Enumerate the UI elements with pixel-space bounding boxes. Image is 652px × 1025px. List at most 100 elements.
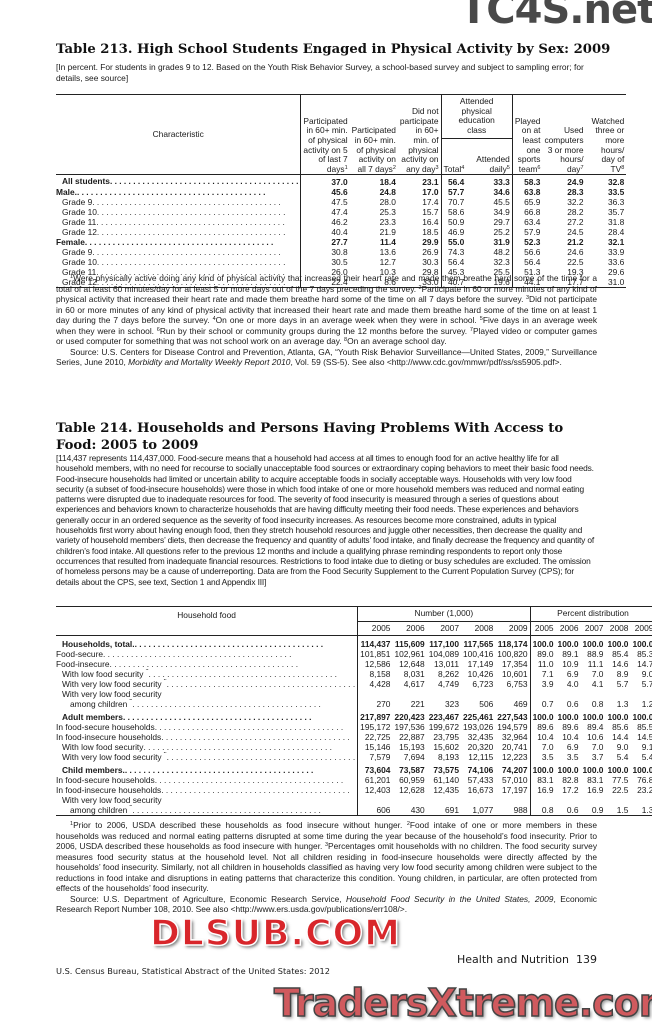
- cell-value: 220,423: [394, 712, 425, 723]
- cell-value: 1.3: [641, 805, 652, 816]
- footnote-number: 5: [479, 316, 483, 322]
- cell-value: 0.8: [541, 805, 554, 816]
- watermark-middle: DLSUB.COM: [149, 913, 401, 954]
- cell-value: 1.3: [616, 699, 629, 710]
- table-214-headnote: [114,437 represents 114,437,000. Food-se…: [56, 453, 595, 587]
- dot-leader: [77, 187, 298, 197]
- table-row: With very low food security among childre…: [56, 689, 652, 710]
- cell-value: 32.8: [607, 177, 625, 188]
- cell-value: 3.5: [566, 752, 579, 763]
- table-214: Household food Number (1,000) Percent di…: [56, 606, 652, 817]
- row-label: Female: [56, 237, 302, 248]
- cell-value: 4,749: [438, 679, 459, 690]
- cell-value: 89.6: [562, 722, 579, 733]
- cell-value: 11.0: [537, 659, 554, 670]
- dot-leader: [155, 722, 355, 732]
- table-213-footnotes: 1Were physically active doing any kind o…: [56, 273, 597, 368]
- cell-value: 7.0: [591, 669, 604, 680]
- cell-value: 33.5: [607, 187, 625, 198]
- dot-leader: [110, 176, 298, 186]
- col-header-household-food: Household food: [56, 606, 359, 637]
- cell-value: 0.7: [541, 699, 554, 710]
- cell-value: 194,579: [495, 722, 531, 733]
- cell-value: 28.0: [379, 197, 396, 208]
- cell-value: 33.3: [466, 174, 513, 188]
- row-label: Adult members: [56, 709, 359, 723]
- dot-leader: [110, 659, 356, 669]
- cell-value: 22,725: [364, 732, 391, 743]
- table-row: With low food security 15,146 15,193 15,602…: [56, 742, 652, 753]
- cell-value: 25.3: [379, 207, 396, 218]
- cell-value: 10.3: [379, 267, 396, 278]
- cell-value: 23.2: [637, 785, 652, 796]
- cell-value: 35.7: [607, 207, 625, 218]
- cell-value: 61,140: [433, 775, 459, 786]
- cell-value: 7.0: [541, 742, 554, 753]
- dot-leader: [97, 207, 299, 217]
- cell-value: 11.4: [380, 237, 396, 248]
- page-number: 139: [576, 953, 597, 966]
- table-row: In food-secure households195,172197,5361…: [56, 722, 652, 733]
- cell-value: 3.9: [541, 679, 554, 690]
- cell-value: 15.7: [397, 207, 442, 218]
- cell-value: 22.5: [612, 785, 629, 796]
- cell-value: 34.9: [466, 207, 513, 218]
- row-label-text: Grade 11: [62, 217, 97, 228]
- row-label-text: Female: [56, 237, 85, 248]
- col-header-year: 2005: [534, 622, 554, 633]
- dot-leader: [92, 247, 298, 257]
- table-row: In food-secure households 61,201 60,959 61,…: [56, 775, 652, 786]
- row-label: With very low food security 2: [56, 752, 359, 763]
- cell-value: 56.6: [524, 247, 541, 258]
- cell-value: 227,543: [495, 709, 531, 723]
- cell-value: 31.8: [607, 217, 625, 228]
- cell-value: 37.0: [331, 177, 348, 188]
- cell-value: 4.1: [591, 679, 604, 690]
- row-label-text: With very low food security: [62, 752, 162, 763]
- cell-value: 46.9: [447, 227, 465, 238]
- row-label-text: Male.: [56, 187, 77, 198]
- cell-value: 85.6: [612, 722, 629, 733]
- cell-value: 21.2: [567, 237, 584, 248]
- footnote-text: On one or more days in an average week w…: [215, 315, 477, 325]
- row-label: Child members.: [56, 762, 359, 776]
- dot-leader: [167, 752, 355, 762]
- row-label: In food-insecure households: [56, 785, 359, 796]
- cell-value: 100.0: [557, 712, 579, 723]
- cell-value: 12,435: [433, 785, 459, 796]
- col-header-pe-total: Total4: [443, 163, 465, 174]
- cell-value: 34.6: [466, 187, 513, 198]
- cell-value: 100.0: [607, 712, 629, 723]
- cell-value: 61,201: [364, 775, 391, 786]
- col-header-sports-team: Played on at least one sports team6: [514, 115, 541, 174]
- cell-value: 506: [479, 699, 494, 710]
- col-header-year: 2007: [584, 622, 604, 633]
- cell-value: 26.0: [331, 267, 348, 278]
- cell-value: 25.2: [466, 227, 513, 238]
- row-label: Grade 11: [56, 267, 302, 278]
- cell-value: 24.5: [567, 227, 584, 238]
- footnote-text: Participate in 60 or more minutes of any…: [56, 283, 597, 305]
- col-header-computers: Used computers 3 or more hours/ day7: [544, 125, 584, 174]
- dot-leader: [143, 742, 355, 752]
- cell-value: 50.9: [447, 217, 465, 228]
- footnote-number: 3: [525, 295, 530, 301]
- cell-value: 56.4: [447, 177, 465, 188]
- cell-value: 17.4: [397, 197, 442, 208]
- cell-value: 16.9: [537, 785, 554, 796]
- cell-value: 10.4: [537, 732, 554, 743]
- cell-value: 33.6: [607, 257, 625, 268]
- cell-value: 89.1: [562, 649, 579, 660]
- cell-value: 32.1: [607, 237, 625, 248]
- cell-value: 18.4: [379, 177, 396, 188]
- cell-value: 5.7: [616, 679, 629, 690]
- cell-value: 100.0: [532, 712, 554, 723]
- cell-value: 24.6: [567, 247, 584, 258]
- cell-value: 0.6: [566, 805, 579, 816]
- cell-value: 5.7: [641, 679, 652, 690]
- cell-value: 8,193: [438, 752, 459, 763]
- table-213-headnote: [In percent. For students in grades 9 to…: [56, 62, 584, 83]
- cell-value: 11.1: [587, 659, 604, 670]
- cell-value: 100.0: [632, 639, 652, 650]
